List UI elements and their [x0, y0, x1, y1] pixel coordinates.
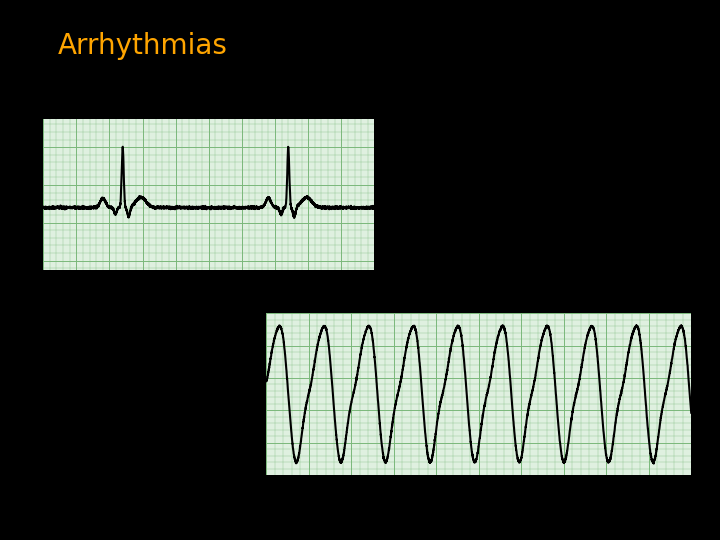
Text: Arrhythmias: Arrhythmias: [58, 32, 228, 60]
